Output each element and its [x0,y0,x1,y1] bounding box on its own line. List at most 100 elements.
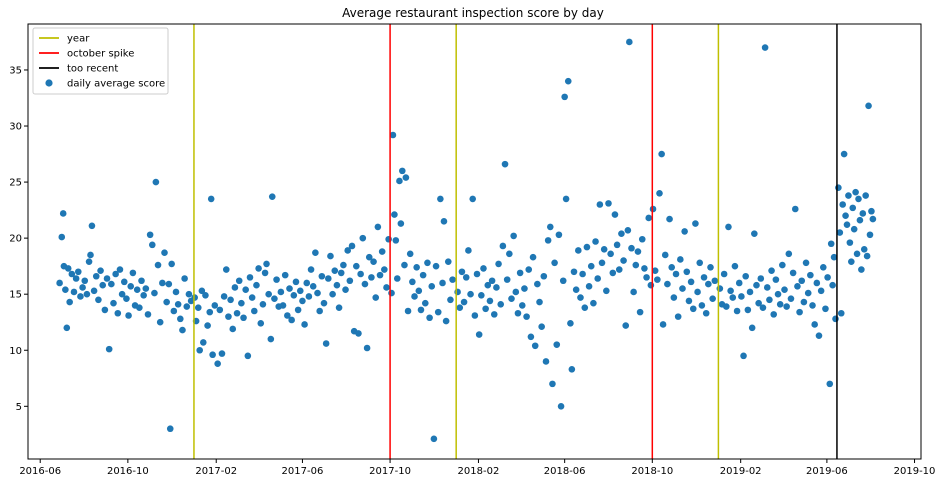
data-point [235,277,243,285]
data-point [605,200,612,207]
data-point [772,276,780,283]
data-point [284,312,291,319]
data-point [74,268,82,276]
data-point [296,287,304,295]
data-point [56,279,63,287]
data-point [198,287,206,295]
data-point [486,297,494,305]
data-point [630,288,637,296]
data-point [855,195,862,203]
y-tick-label: 30 [9,122,22,133]
data-point [482,305,489,313]
data-point [824,274,831,281]
data-point [85,258,93,265]
data-point [63,324,71,332]
data-point [592,238,599,245]
data-point [268,193,276,200]
legend-label: year [67,34,90,45]
data-point [779,261,786,269]
data-point [161,249,168,257]
data-point [562,195,570,203]
data-point [90,287,98,295]
data-point [683,268,691,276]
y-tick-label: 15 [9,290,22,301]
data-point [785,250,793,258]
data-point [214,360,221,368]
data-point [378,248,386,255]
data-point [853,250,861,258]
data-point [499,242,507,250]
data-point [68,270,76,278]
data-point [83,290,91,298]
data-point [757,275,765,282]
data-point [611,211,619,218]
data-point [95,296,102,304]
data-point [689,305,697,313]
data-point [211,302,219,309]
data-point [456,304,464,311]
data-point [185,290,193,298]
data-point [417,306,425,314]
data-point [641,265,648,272]
data-point [729,294,737,301]
data-point [659,321,667,328]
data-point [815,332,823,339]
data-point [138,277,145,285]
data-point [478,292,485,299]
data-point [827,240,835,248]
data-point [437,195,444,203]
data-point [800,298,808,306]
data-point [200,339,207,346]
data-point [849,204,857,212]
data-point [632,261,640,269]
data-point [444,258,452,265]
data-point [711,277,719,285]
data-point [551,259,558,267]
data-point [527,333,535,341]
data-point [177,315,184,323]
data-point [174,300,182,308]
data-point [309,283,317,290]
data-point [525,266,533,273]
data-point [244,352,252,360]
data-point [120,278,128,286]
data-point [301,321,308,328]
data-point [677,256,684,263]
data-point [761,44,769,51]
data-point [428,283,436,290]
data-point [342,286,349,294]
data-point [77,293,84,300]
data-point [766,296,773,304]
data-point [112,270,119,278]
data-point [108,280,115,288]
data-point [307,266,315,273]
data-point [796,308,803,316]
data-point [140,292,147,299]
data-point [87,251,94,259]
data-point [103,275,111,282]
data-point [852,188,859,196]
data-point [607,250,614,258]
data-point [561,93,568,101]
data-point [372,294,380,301]
data-point [59,210,67,217]
data-point [681,228,688,235]
data-point [253,281,260,289]
data-point [329,290,336,298]
data-point [110,299,117,307]
data-point [495,260,502,268]
data-point [725,223,732,231]
data-point [577,294,584,301]
data-point [148,241,156,249]
data-point [255,265,262,272]
data-point [622,322,630,329]
data-point [603,287,610,295]
chart-title: Average restaurant inspection score by d… [342,6,604,20]
x-tick-label: 2017-06 [282,466,324,477]
x-tick-label: 2019-06 [806,466,848,477]
data-point [146,231,154,239]
data-point [411,293,418,300]
data-point [251,307,258,315]
data-point [869,215,877,223]
data-point [840,150,848,158]
